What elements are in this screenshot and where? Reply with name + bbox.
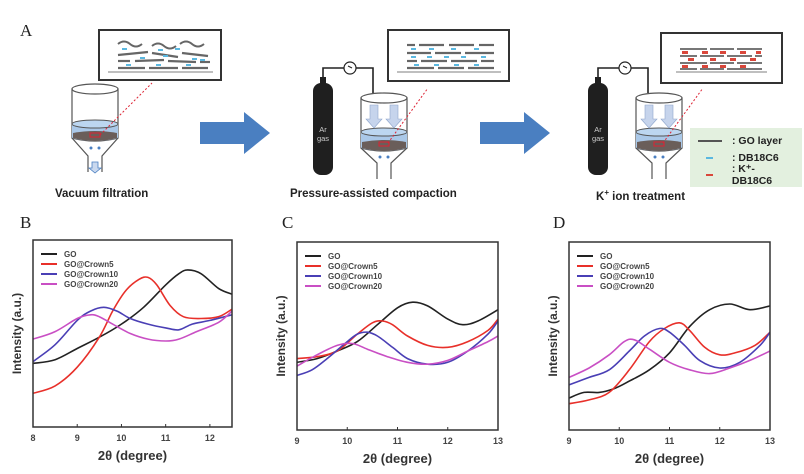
x-tick-label: 9: [75, 433, 80, 443]
x-tick-label: 9: [294, 436, 299, 446]
step-label-vacuum-filtration: Vacuum filtration: [55, 188, 149, 200]
pressure-compaction-illustration: [313, 61, 429, 179]
series-line-go-crown10: [33, 306, 232, 363]
plot-frame: [32, 239, 233, 428]
series-group: [297, 301, 498, 377]
inset-k-ion-treatment: [660, 32, 783, 84]
process-arrow-1: [200, 112, 270, 154]
y-axis-label: Intensity (a.u.): [10, 293, 24, 374]
series-line-go: [33, 269, 232, 365]
x-tick-label: 11: [665, 436, 675, 446]
series-line-go-crown10: [569, 327, 770, 386]
ordered-layers-illustration: [397, 43, 501, 73]
legend-item-k-db18c6: : K⁺-DB18C6: [698, 163, 794, 187]
x-tick-label: 12: [443, 436, 453, 446]
legend-label-go-crown20: GO@Crown20: [600, 282, 655, 291]
x-tick-label: 11: [161, 433, 171, 443]
x-tick-label: 9: [566, 436, 571, 446]
vacuum-funnel-illustration: [71, 82, 153, 174]
legend-label-go-crown5: GO@Crown5: [600, 262, 650, 271]
legend-label-go-crown5: GO@Crown5: [64, 260, 114, 269]
gas-cylinder-label: Ar gas: [316, 125, 330, 143]
step-label-k-ion-treatment: K+ ion treatment: [596, 188, 686, 203]
panel-label-d: D: [553, 213, 566, 232]
x-axis-label: 2θ (degree): [363, 451, 432, 466]
inset-pressure-compaction: [387, 29, 510, 82]
legend-label-go: GO: [328, 252, 340, 261]
y-axis-label: Intensity (a.u.): [274, 295, 288, 376]
legend-label-go: GO: [64, 250, 76, 259]
y-axis-label: Intensity (a.u.): [546, 295, 560, 376]
x-tick-label: 11: [393, 436, 403, 446]
x-tick-label: 10: [116, 433, 126, 443]
x-tick-label: 12: [205, 433, 215, 443]
legend-label-go: GO: [600, 252, 612, 261]
series-line-go: [297, 301, 498, 364]
series-line-go-crown20: [297, 335, 498, 367]
step-label-pressure-compaction: Pressure-assisted compaction: [290, 188, 457, 200]
process-arrow-2: [480, 112, 550, 154]
k-db18c6-swatch: [706, 173, 713, 176]
series-line-go: [569, 303, 770, 399]
k-ion-layers-illustration: [676, 48, 767, 73]
x-tick-label: 13: [765, 436, 775, 446]
legend-label-go-crown10: GO@Crown10: [64, 270, 119, 279]
x-tick-label: 12: [715, 436, 725, 446]
x-axis-label: 2θ (degree): [635, 451, 704, 466]
legend-item-db18c6: : DB18C6: [698, 149, 794, 166]
x-tick-label: 13: [493, 436, 503, 446]
legend-item-go-layer: : GO layer: [698, 132, 794, 149]
series-line-go-crown20: [569, 338, 770, 379]
gas-cylinder-label: Ar gas: [591, 125, 605, 143]
series-group: [569, 303, 770, 405]
series-line-go-crown5: [33, 276, 232, 395]
legend-label-go-crown20: GO@Crown20: [328, 282, 383, 291]
panel-label-a: A: [20, 21, 33, 40]
legend-label-go-crown20: GO@Crown20: [64, 280, 119, 289]
legend-label-go-crown10: GO@Crown10: [600, 272, 655, 281]
x-axis-label: 2θ (degree): [98, 448, 167, 463]
k-ion-treatment-illustration: [588, 61, 704, 179]
db18c6-swatch: [706, 156, 713, 159]
legend-label-go-crown10: GO@Crown10: [328, 272, 383, 281]
x-tick-label: 10: [614, 436, 624, 446]
panel-label-c: C: [282, 213, 294, 232]
inset-vacuum-filtration: [98, 29, 222, 81]
x-tick-label: 10: [342, 436, 352, 446]
schematic-legend: : GO layer : DB18C6 : K⁺-DB18C6: [690, 128, 802, 187]
legend-label-go-crown5: GO@Crown5: [328, 262, 378, 271]
x-tick-label: 8: [30, 433, 35, 443]
panel-label-b: B: [20, 213, 32, 232]
series-group: [33, 269, 232, 395]
series-line-go-crown20: [33, 310, 232, 342]
go-layer-swatch: [698, 139, 722, 142]
disordered-layers-illustration: [108, 40, 213, 73]
series-line-go-crown5: [569, 321, 770, 405]
